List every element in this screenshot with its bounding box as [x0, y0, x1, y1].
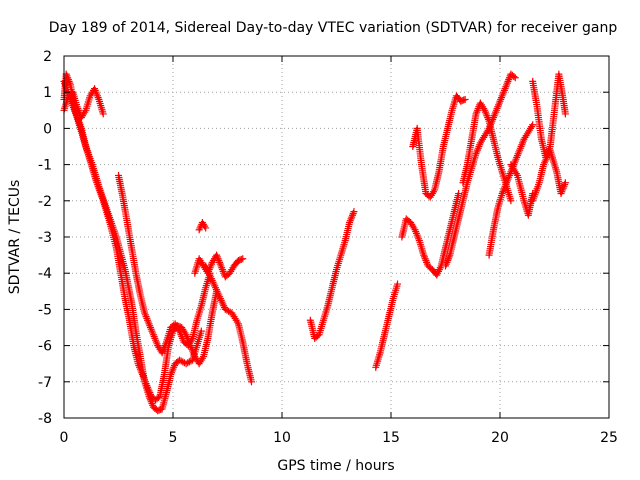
y-tick-label: -8: [38, 411, 52, 427]
data-point-track-n: [529, 121, 537, 129]
x-tick-label: 20: [491, 430, 509, 446]
data-point-track-l: [510, 73, 518, 81]
x-axis-label: GPS time / hours: [277, 458, 394, 474]
data-point-track-a: [185, 358, 193, 366]
y-axis-label: SDTVAR / TECUs: [7, 180, 23, 295]
y-tick-label: -1: [38, 158, 52, 174]
data-marks: [60, 70, 569, 415]
data-point-track-j: [455, 190, 463, 198]
data-point-track-i: [394, 280, 402, 288]
y-tick-label: -3: [38, 230, 52, 246]
data-point-track-a: [197, 327, 205, 335]
x-tick-label: 15: [382, 430, 400, 446]
x-tick-label: 10: [273, 430, 291, 446]
data-point-track-l: [511, 74, 519, 82]
x-tick-label: 25: [600, 430, 618, 446]
y-tick-label: 2: [43, 49, 52, 65]
y-tick-label: -4: [38, 266, 52, 282]
x-tick-label: 0: [60, 430, 69, 446]
data-point-track-k: [460, 96, 468, 104]
y-tick-label: 1: [43, 85, 52, 101]
data-point-track-e: [239, 255, 247, 263]
data-point-track-m: [507, 197, 515, 205]
y-tick-label: -2: [38, 194, 52, 210]
grid: [64, 56, 609, 418]
axis-ticks: 0 5 10 15 20 25 -8 -7 -6 -5 -4 -3 -2 -1 0 1 2: [38, 49, 618, 446]
y-tick-label: -7: [38, 375, 52, 391]
data-point-track-f: [202, 224, 210, 232]
x-tick-label: 5: [169, 430, 178, 446]
y-tick-label: 0: [43, 121, 52, 137]
chart-title: Day 189 of 2014, Sidereal Day-to-day VTE…: [49, 20, 618, 36]
data-point-track-g: [247, 378, 255, 386]
data-point-track-k: [461, 95, 469, 103]
data-point-track-q: [529, 190, 537, 198]
data-point-track-p: [561, 179, 569, 187]
y-tick-label: -6: [38, 339, 52, 355]
data-point-track-h: [350, 208, 358, 216]
y-tick-label: -5: [38, 302, 52, 318]
data-point-track-c: [99, 110, 107, 118]
data-point-track-a: [179, 358, 187, 366]
data-point-track-g: [225, 307, 233, 315]
data-point-track-e: [237, 255, 245, 263]
data-point-track-o: [561, 110, 569, 118]
